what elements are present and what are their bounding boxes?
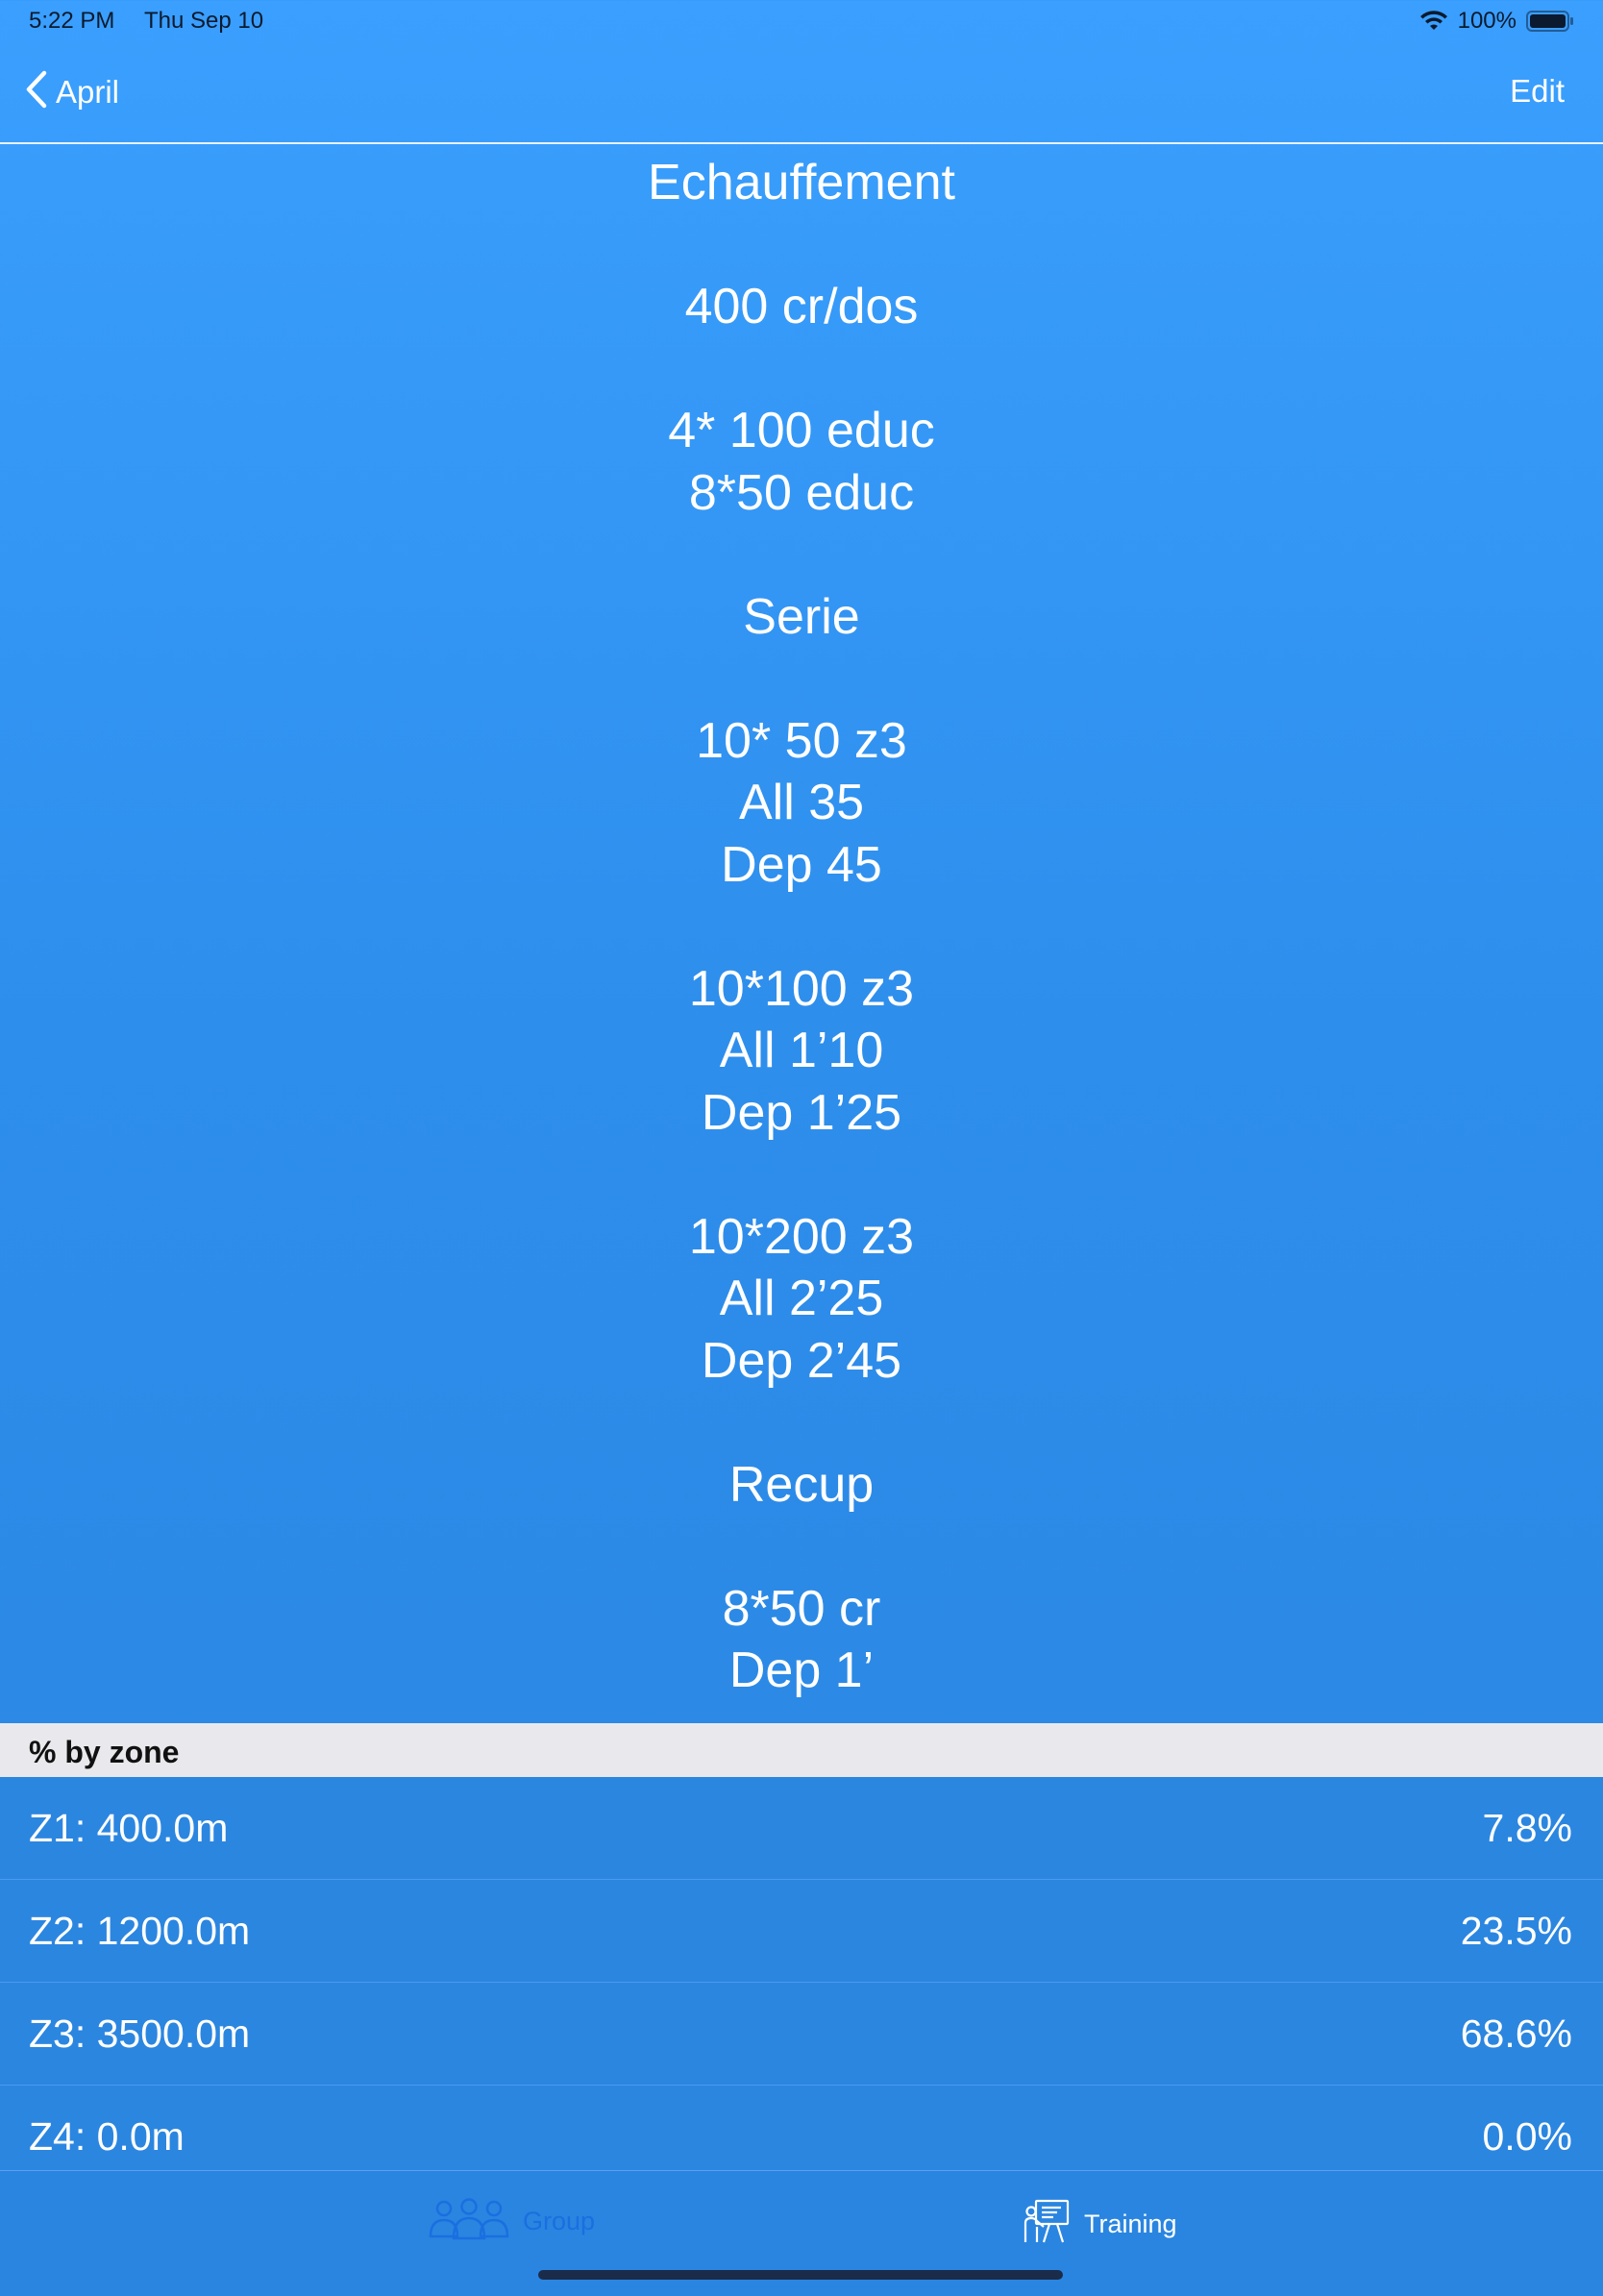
workout-line: 8*50 cr [722,1580,881,1637]
section-title: % by zone [29,1735,180,1769]
battery-icon [1526,10,1574,33]
zone-percent: 23.5% [1460,1909,1572,1953]
workout-line: 4* 100 educ [668,403,935,458]
workout-line: Recup [728,1456,875,1513]
status-bar: 5:22 PM Thu Sep 10 100% [0,0,1603,46]
workout-line: Serie [743,588,860,645]
workout-line [0,214,1603,277]
zone-distance: Z2: 1200.0m [29,1909,251,1953]
workout-line: Dep 1’25 [701,1084,902,1141]
group-icon [429,2198,509,2245]
back-label: April [56,73,120,110]
workout-line: 10* 50 z3 [696,712,907,769]
workout-line [0,648,1603,710]
workout-line: All 35 [738,775,865,830]
workout-line: Dep 45 [721,836,882,893]
zone-row[interactable]: Z1: 400.0m 7.8% [0,1777,1603,1880]
zone-percent: 0.0% [1482,2114,1572,2159]
workout-line [0,1516,1603,1578]
zone-percent: 68.6% [1460,2012,1572,2056]
zone-section-header: % by zone [0,1723,1603,1777]
home-indicator[interactable] [538,2270,1063,2280]
zone-list: Z1: 400.0m 7.8% Z2: 1200.0m 23.5% Z3: 35… [0,1777,1603,2187]
workout-line: All 1’10 [719,1023,884,1078]
status-right: 100% [1419,8,1574,35]
zone-percent: 7.8% [1482,1806,1572,1850]
zone-row[interactable]: Z3: 3500.0m 68.6% [0,1983,1603,2086]
workout-line: Echauffement [648,155,955,210]
wifi-icon [1419,11,1448,32]
edit-button[interactable]: Edit [1510,73,1565,109]
workout-line: Dep 1’ [728,1642,875,1698]
tab-group[interactable]: Group [429,2198,595,2245]
tab-label: Training [1084,2210,1177,2238]
zone-distance: Z3: 3500.0m [29,2012,251,2056]
workout-line: Dep 2’45 [701,1332,902,1389]
back-button[interactable]: April [23,69,119,114]
workout-line [0,1144,1603,1206]
status-time: 5:22 PM [29,8,115,34]
zone-distance: Z1: 400.0m [29,1806,229,1850]
tab-training[interactable]: Training [1023,2198,1177,2251]
workout-line: 8*50 educ [688,464,915,521]
workout-line [0,524,1603,586]
workout-line: All 2’25 [719,1271,884,1326]
zone-distance: Z4: 0.0m [29,2114,185,2159]
chevron-left-icon [23,69,50,114]
status-date: Thu Sep 10 [144,8,264,34]
workout-line: 10*100 z3 [688,960,915,1017]
workout-line [0,1392,1603,1454]
workout-line: 10*200 z3 [688,1208,915,1265]
zone-row[interactable]: Z2: 1200.0m 23.5% [0,1880,1603,1983]
workout-line: 400 cr/dos [684,279,919,334]
workout-line [0,338,1603,401]
navigation-bar: April Edit [0,48,1603,144]
workout-line [0,896,1603,958]
battery-percent: 100% [1457,8,1517,34]
workout-text: Echauffement 400 cr/dos 4* 100 educ 8*50… [0,152,1603,1702]
tab-label: Group [523,2207,596,2235]
trainer-board-icon [1023,2198,1071,2251]
